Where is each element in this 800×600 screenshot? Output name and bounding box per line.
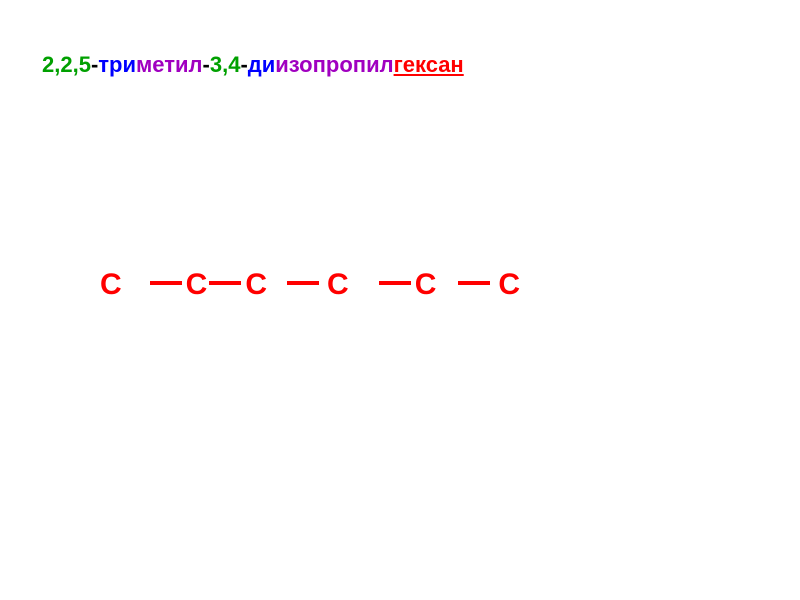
bond: [379, 281, 411, 285]
carbon-atom: С: [498, 268, 520, 302]
bond: [287, 281, 319, 285]
carbon-atom: С: [327, 268, 349, 302]
carbon-atom: С: [415, 268, 437, 302]
carbon-atom: С: [245, 268, 267, 302]
bond: [458, 281, 490, 285]
carbon-atom: С: [100, 268, 122, 302]
bond: [150, 281, 182, 285]
bond: [209, 281, 241, 285]
carbon-atom: С: [186, 268, 208, 302]
title-segment-5: 3,4: [210, 52, 241, 77]
title-segment-2: три: [98, 52, 136, 77]
title-segment-0: 2,2,5: [42, 52, 91, 77]
title-segment-6: -: [240, 52, 247, 77]
compound-name-title: 2,2,5-триметил-3,4-диизопропилгексан: [42, 52, 464, 78]
title-segment-7: ди: [248, 52, 276, 77]
title-segment-3: метил: [136, 52, 203, 77]
title-segment-8: изопропил: [275, 52, 393, 77]
title-segment-9: гексан: [394, 52, 464, 77]
carbon-chain: СССССС: [100, 268, 520, 302]
title-segment-4: -: [203, 52, 210, 77]
